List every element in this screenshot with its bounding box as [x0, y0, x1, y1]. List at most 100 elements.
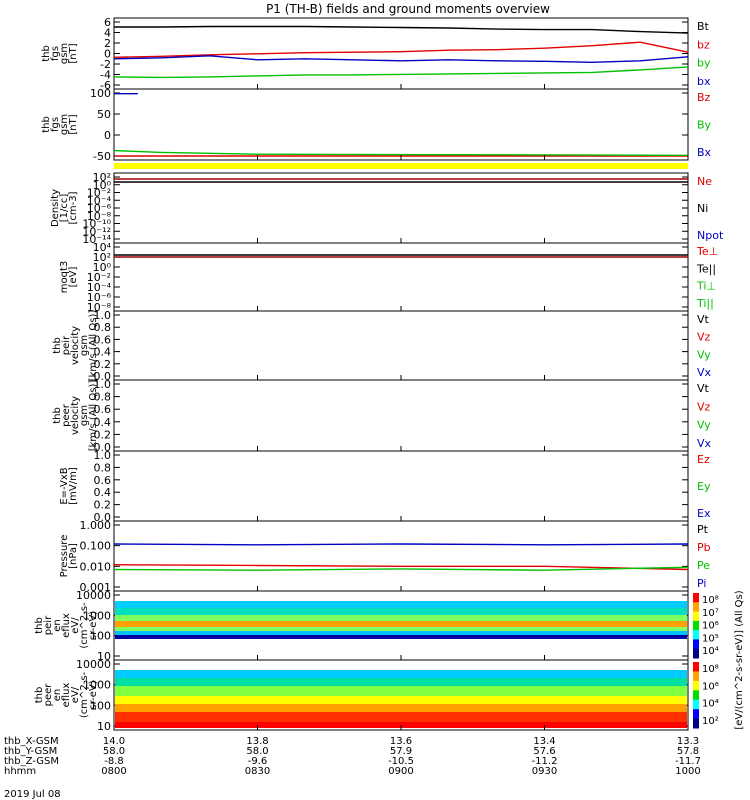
spectrogram-band	[115, 621, 687, 627]
y-tick-label: 0.6	[94, 403, 112, 416]
footer-row-label: thb_X-GSM	[4, 736, 59, 747]
footer-value: 58.0	[103, 746, 125, 757]
y-axis-label-line: gsm	[79, 405, 90, 426]
footer-value: 13.4	[533, 736, 555, 747]
y-tick-label: 10000	[76, 589, 111, 602]
legend-Pi: Pi	[697, 577, 706, 590]
date-label: 2019 Jul 08	[4, 789, 61, 800]
legend-Vz: Vz	[697, 331, 711, 344]
panel-frame	[113, 450, 689, 522]
spectrogram-band	[115, 635, 687, 639]
spectrogram-band	[115, 608, 687, 615]
y-axis-label-line: thb	[41, 45, 52, 62]
legend-Bt: Bt	[697, 20, 710, 33]
y-tick-label: 10⁻⁶	[87, 202, 112, 215]
y-axis-label-line: [nT]	[68, 43, 79, 63]
colorbar-label: [eV/(cm^2-s-sr-eV)] (All Qs)	[734, 590, 745, 729]
y-tick-label: 1000	[83, 679, 111, 692]
colorbar-segment	[693, 648, 699, 659]
legend-Vx: Vx	[697, 366, 712, 379]
y-axis-label-line: sr-eV)	[88, 680, 99, 709]
legend-Pe: Pe	[697, 559, 710, 572]
colorbar-tick-label: 10⁴	[702, 699, 719, 710]
y-axis-label-line: thb	[41, 116, 52, 133]
colorbar-tick-label: 10⁵	[702, 633, 719, 644]
panel-frame	[113, 520, 689, 592]
colorbar-segment	[693, 718, 699, 729]
y-axis-label-line: [nPa]	[68, 543, 79, 569]
colorbar-segment	[693, 593, 699, 603]
y-tick-label: 10⁻⁴	[87, 194, 112, 207]
y-tick-label: 10	[97, 720, 111, 733]
y-tick-label: 100	[90, 630, 111, 643]
series-pressure-Pe	[113, 566, 689, 571]
legend-Ez: Ez	[697, 453, 710, 466]
y-tick-label: 10⁴	[93, 241, 112, 254]
y-tick-label: 1.0	[94, 309, 112, 322]
y-tick-label: 6	[104, 16, 111, 29]
colorbar-segment	[693, 620, 699, 631]
y-tick-label: 4	[104, 27, 111, 40]
y-axis-label-line: fgs	[50, 46, 61, 61]
spectrogram-band	[115, 627, 687, 631]
y-axis-label: moqt3[eV]	[59, 261, 79, 294]
spectrogram-band	[115, 696, 687, 704]
y-axis-label: Density[1/cc][cm-3]	[50, 189, 79, 227]
series-fgs_dsl-By	[113, 149, 689, 157]
legend-bx: bx	[697, 75, 711, 88]
y-tick-label: 100	[90, 699, 111, 712]
y-tick-label: 0.2	[94, 358, 112, 371]
legend-Ne: Ne	[697, 175, 712, 188]
y-tick-label: -2	[100, 58, 111, 71]
y-tick-label: 1.0	[94, 449, 112, 462]
panel-density: 10²10⁰10⁻²10⁻⁴10⁻⁶10⁻⁸10⁻¹⁰10⁻¹²10⁻¹⁴Den…	[50, 171, 724, 246]
panel-frame	[113, 17, 689, 90]
colorbar-segment	[693, 630, 699, 640]
legend-Vx: Vx	[697, 437, 712, 450]
y-axis-label-line: peer	[61, 403, 72, 427]
footer-ephemeris: thb_X-GSMthb_Y-GSMthb_Z-GSMhhmm14.058.0-…	[4, 736, 701, 777]
y-tick-label: -4	[100, 69, 111, 82]
y-tick-label: 0.010	[80, 560, 112, 573]
footer-value: -11.2	[532, 756, 558, 767]
y-axis-label-line: thb	[34, 687, 45, 704]
colorbar-segment	[693, 662, 699, 672]
colorbar-tick-label: 10⁸	[702, 595, 719, 606]
y-axis-label-line: en	[52, 689, 63, 702]
y-axis-label-line: moqt3	[59, 261, 70, 294]
y-tick-label: 10⁻¹⁴	[82, 233, 111, 246]
footer-value: -11.7	[675, 756, 701, 767]
y-tick-label: 10⁻⁸	[87, 301, 112, 314]
y-axis-label-line: [km/s (All Qs)]	[88, 310, 99, 382]
series-fgs-bz	[113, 41, 689, 58]
colorbar-segment	[693, 611, 699, 622]
spectrogram-band	[115, 615, 687, 621]
colorbar-tick-label: 10⁴	[702, 646, 719, 657]
panel-frame	[113, 172, 689, 244]
panel-frame	[113, 88, 689, 161]
footer-value: 13.3	[677, 736, 699, 747]
y-axis-label-line: [1/cc]	[59, 194, 70, 223]
y-tick-label: 10	[97, 650, 111, 663]
y-axis-label-line: thb	[52, 407, 63, 424]
legend-Npot: Npot	[697, 229, 724, 242]
footer-value: 57.9	[390, 746, 412, 757]
series-fgs-bx	[113, 55, 689, 64]
legend-by: by	[697, 57, 711, 70]
y-tick-label: 10⁻⁴	[87, 281, 112, 294]
y-tick-label: 0	[104, 48, 111, 61]
spectrogram-band	[115, 712, 687, 722]
y-tick-label: 0.0	[94, 511, 112, 524]
y-axis-label-line: Pressure	[59, 535, 70, 578]
y-tick-label: 0.4	[94, 346, 112, 359]
legend-Ti||: Ti||	[696, 297, 714, 310]
y-axis-label: Pressure[nPa]	[59, 535, 79, 578]
y-tick-label: 0.6	[94, 333, 112, 346]
y-axis-label-line: eflux	[61, 683, 72, 708]
y-tick-label: 10⁻⁸	[87, 210, 112, 223]
y-tick-label: 0.100	[80, 540, 112, 553]
